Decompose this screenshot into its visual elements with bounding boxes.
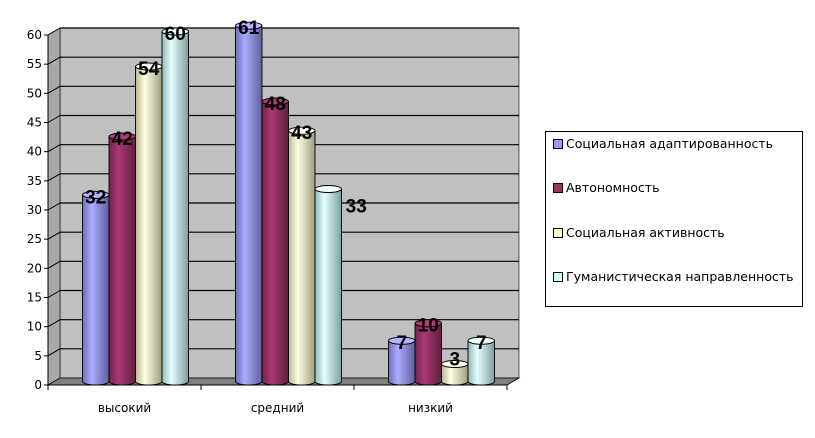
- y-tick-label: 15: [27, 291, 42, 305]
- y-tick-label: 50: [27, 86, 42, 100]
- y-tick-label: 30: [27, 203, 42, 217]
- bar-top: [467, 336, 495, 345]
- bar: [261, 101, 289, 386]
- legend-item-social-adaptation: Социальная адаптированность: [553, 135, 801, 152]
- gridline-side: [47, 85, 61, 94]
- legend-swatch: [553, 272, 563, 282]
- bar-top: [261, 97, 289, 106]
- data-label: 7: [476, 333, 487, 354]
- y-tick-label: 35: [27, 174, 42, 188]
- bar: [161, 31, 189, 386]
- gridline-side: [47, 231, 61, 240]
- gridline-side: [47, 115, 61, 123]
- gridline-side: [47, 202, 61, 211]
- y-tick-label: 10: [27, 320, 42, 334]
- legend-label: Гуманистическая направленность: [566, 269, 794, 284]
- gridline-side: [47, 260, 61, 269]
- y-tick-label: 40: [27, 145, 42, 159]
- bar: [108, 136, 136, 386]
- bar: [288, 130, 316, 386]
- bar: [82, 194, 110, 386]
- data-label: 43: [291, 123, 312, 144]
- legend-swatch: [553, 139, 563, 149]
- y-tick-label: 25: [27, 232, 42, 246]
- data-label: 54: [138, 59, 160, 80]
- gridline-side: [47, 290, 61, 298]
- data-label: 33: [346, 197, 367, 218]
- bar: [314, 188, 342, 386]
- legend-label: Социальная активность: [566, 225, 725, 240]
- legend-label: Социальная адаптированность: [566, 136, 774, 151]
- legend-item-autonomy: Автономность: [553, 179, 801, 196]
- data-label: 7: [396, 333, 407, 354]
- y-tick-label: 60: [27, 28, 42, 42]
- x-category-label: средний: [251, 401, 304, 415]
- bar-top: [235, 21, 263, 30]
- gridline-side: [47, 27, 61, 36]
- y-tick-label: 0: [34, 378, 42, 392]
- legend-item-humanistic-orientation: Гуманистическая направленность: [553, 268, 801, 285]
- data-label: 3: [449, 350, 460, 371]
- y-tick-label: 20: [27, 261, 42, 275]
- gridline-side: [47, 319, 61, 328]
- data-label: 32: [85, 187, 106, 208]
- y-tick-label: 45: [27, 116, 42, 130]
- gridline-side: [47, 348, 61, 357]
- bar-top: [314, 185, 342, 193]
- bar-top: [161, 27, 189, 36]
- bar: [135, 66, 163, 386]
- data-label: 42: [112, 129, 133, 150]
- gridline-side: [47, 173, 61, 182]
- legend-swatch: [553, 183, 563, 193]
- chart-legend: Социальная адаптированность Автономность…: [545, 131, 803, 307]
- legend-label: Автономность: [566, 180, 660, 195]
- bar-top: [288, 126, 316, 135]
- data-label: 10: [418, 316, 439, 337]
- gridline-side: [47, 144, 61, 153]
- y-tick-label: 55: [27, 57, 42, 71]
- bar: [235, 25, 263, 386]
- data-label: 60: [165, 24, 186, 45]
- data-label: 48: [265, 94, 286, 115]
- y-tick-label: 5: [34, 349, 42, 363]
- x-category-label: низкий: [408, 401, 453, 415]
- data-label: 61: [238, 18, 260, 39]
- legend-item-social-activity: Социальная активность: [553, 224, 801, 241]
- gridline-side: [47, 56, 61, 65]
- bar-top: [414, 319, 442, 328]
- legend-swatch: [553, 228, 563, 238]
- x-category-label: высокий: [98, 401, 151, 415]
